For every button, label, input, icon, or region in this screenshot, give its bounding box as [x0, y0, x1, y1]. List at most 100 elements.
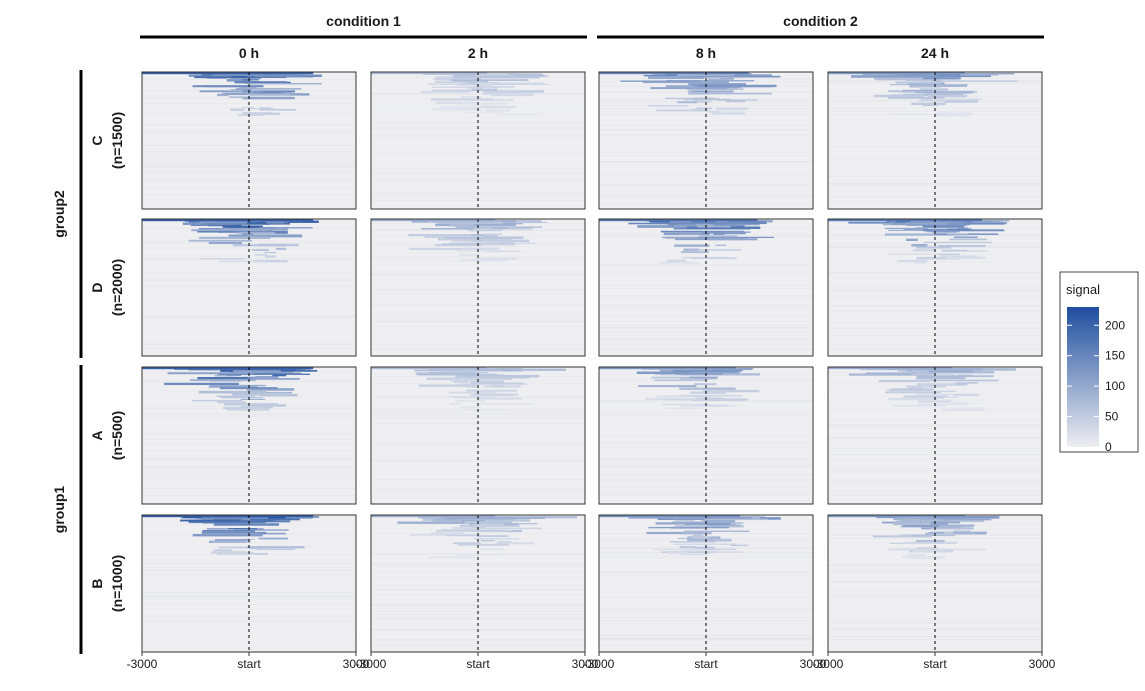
noise-line — [371, 443, 585, 445]
noise-line — [599, 161, 813, 162]
signal-streak — [205, 223, 263, 225]
noise-line — [371, 171, 585, 173]
noise-line — [599, 265, 813, 266]
noise-line — [599, 492, 813, 493]
noise-line — [828, 425, 1042, 426]
noise-line — [828, 111, 1042, 112]
noise-line — [371, 350, 585, 351]
signal-streak — [897, 259, 928, 263]
noise-line — [371, 179, 585, 180]
noise-line — [142, 592, 356, 593]
signal-streak — [464, 521, 512, 524]
signal-streak — [679, 546, 696, 549]
signal-streak — [637, 385, 697, 387]
noise-line — [142, 129, 356, 131]
noise-line — [371, 264, 585, 265]
signal-streak — [142, 72, 314, 75]
heatmap-panel — [141, 366, 357, 505]
x-tick-label: 3000 — [1029, 657, 1056, 671]
signal-streak — [246, 388, 295, 391]
noise-line — [142, 266, 356, 267]
row-group-label: group1 — [51, 486, 67, 534]
noise-line — [142, 413, 356, 414]
noise-line — [828, 272, 1042, 273]
signal-streak — [247, 222, 267, 224]
signal-streak — [916, 375, 994, 378]
noise-line — [142, 179, 356, 181]
signal-streak — [946, 223, 967, 225]
noise-line — [828, 639, 1042, 640]
signal-streak — [851, 75, 934, 78]
signal-streak — [945, 396, 959, 398]
signal-streak — [874, 77, 959, 80]
noise-line — [828, 136, 1042, 137]
noise-line — [599, 130, 813, 131]
noise-line — [142, 272, 356, 273]
signal-streak — [700, 100, 712, 103]
signal-streak — [471, 382, 524, 385]
noise-line — [142, 411, 356, 413]
row-count-label: (n=2000) — [109, 259, 125, 316]
signal-streak — [455, 226, 543, 228]
signal-streak — [462, 396, 485, 398]
noise-line — [142, 171, 356, 172]
signal-streak — [478, 389, 508, 391]
signal-streak — [233, 370, 281, 373]
noise-line — [371, 348, 585, 350]
noise-line — [599, 338, 813, 339]
noise-line — [599, 306, 813, 308]
signal-streak — [455, 73, 476, 76]
noise-line — [828, 424, 1042, 425]
noise-line — [142, 173, 356, 174]
signal-streak — [888, 253, 939, 255]
signal-streak — [461, 96, 482, 98]
column-label: 24 h — [921, 45, 949, 61]
signal-streak — [480, 540, 495, 542]
x-tick-label: 3000 — [343, 657, 370, 671]
noise-line — [142, 131, 356, 133]
signal-streak — [929, 370, 974, 373]
signal-streak — [426, 377, 513, 380]
signal-streak — [467, 86, 484, 89]
panel-border — [827, 218, 1043, 357]
signal-streak — [715, 244, 727, 246]
noise-line — [599, 603, 813, 604]
signal-streak — [730, 544, 749, 547]
signal-streak — [725, 100, 746, 103]
signal-streak — [212, 550, 247, 553]
heatmap-panel — [598, 366, 814, 505]
noise-line — [371, 461, 585, 462]
signal-streak — [481, 402, 534, 405]
signal-streak — [213, 540, 244, 543]
signal-streak — [938, 221, 963, 224]
row-count-label: (n=1500) — [109, 112, 125, 169]
signal-streak — [226, 373, 242, 377]
signal-streak — [628, 517, 715, 519]
noise-line — [828, 448, 1042, 450]
signal-streak — [708, 389, 726, 392]
signal-streak — [657, 518, 745, 520]
signal-streak — [453, 75, 540, 79]
noise-line — [828, 621, 1042, 623]
signal-streak — [252, 249, 269, 251]
signal-streak — [915, 227, 929, 229]
signal-streak — [197, 377, 249, 380]
signal-streak — [939, 516, 998, 518]
noise-line — [828, 479, 1042, 481]
x-tick-label: start — [466, 657, 490, 671]
noise-line — [599, 306, 813, 307]
signal-streak — [448, 370, 476, 373]
signal-streak — [906, 74, 930, 76]
noise-line — [371, 344, 585, 345]
signal-streak — [462, 227, 487, 230]
signal-streak — [221, 552, 255, 555]
signal-streak — [667, 259, 687, 262]
signal-streak — [428, 556, 476, 559]
noise-line — [828, 399, 1042, 401]
noise-line — [599, 344, 813, 346]
noise-line — [371, 93, 585, 94]
signal-streak — [242, 112, 281, 115]
signal-streak — [199, 258, 245, 260]
signal-streak — [873, 94, 924, 98]
signal-streak — [188, 239, 252, 242]
